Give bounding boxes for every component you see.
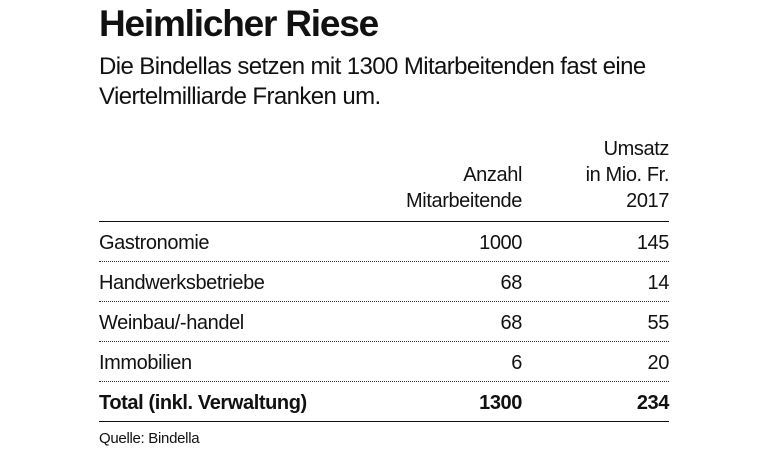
- column-header-revenue: Umsatz in Mio. Fr. 2017: [585, 136, 670, 214]
- row-revenue: 14: [647, 272, 670, 294]
- column-header-line: 2017: [626, 190, 669, 212]
- row-label: Weinbau/-handel: [99, 312, 244, 334]
- page-title: Heimlicher Riese: [99, 3, 379, 44]
- table-row: Weinbau/-handel 68 55: [99, 302, 669, 342]
- column-header-line: Mitarbeitende: [406, 190, 522, 212]
- column-header-line: Anzahl: [463, 164, 522, 186]
- table-row: Handwerksbetriebe 68 14: [99, 262, 669, 302]
- subtitle: Die Bindellas setzen mit 1300 Mitarbeite…: [99, 53, 646, 110]
- row-employees: 68: [500, 272, 523, 294]
- data-table: Gastronomie 1000 145 Handwerksbetriebe 6…: [99, 221, 669, 422]
- row-label: Gastronomie: [99, 232, 210, 254]
- column-header-line: Umsatz: [603, 138, 670, 160]
- total-revenue: 234: [636, 392, 670, 414]
- column-header-line: in Mio. Fr.: [585, 164, 670, 186]
- row-employees: 1000: [479, 232, 522, 254]
- row-employees: 6: [511, 352, 522, 374]
- row-label: Immobilien: [99, 352, 192, 374]
- table-row: Gastronomie 1000 145: [99, 222, 669, 262]
- row-revenue: 55: [647, 312, 670, 334]
- total-label: Total (inkl. Verwaltung): [99, 392, 307, 414]
- source-note: Quelle: Bindella: [99, 430, 200, 447]
- table-row-total: Total (inkl. Verwaltung) 1300 234: [99, 382, 669, 422]
- table-row: Immobilien 6 20: [99, 342, 669, 382]
- row-label: Handwerksbetriebe: [99, 272, 265, 294]
- total-employees: 1300: [479, 392, 522, 414]
- row-revenue: 20: [647, 352, 670, 374]
- row-employees: 68: [500, 312, 523, 334]
- column-header-employees: Anzahl Anzahl Mitarbeitende: [406, 136, 522, 214]
- row-revenue: 145: [636, 232, 670, 254]
